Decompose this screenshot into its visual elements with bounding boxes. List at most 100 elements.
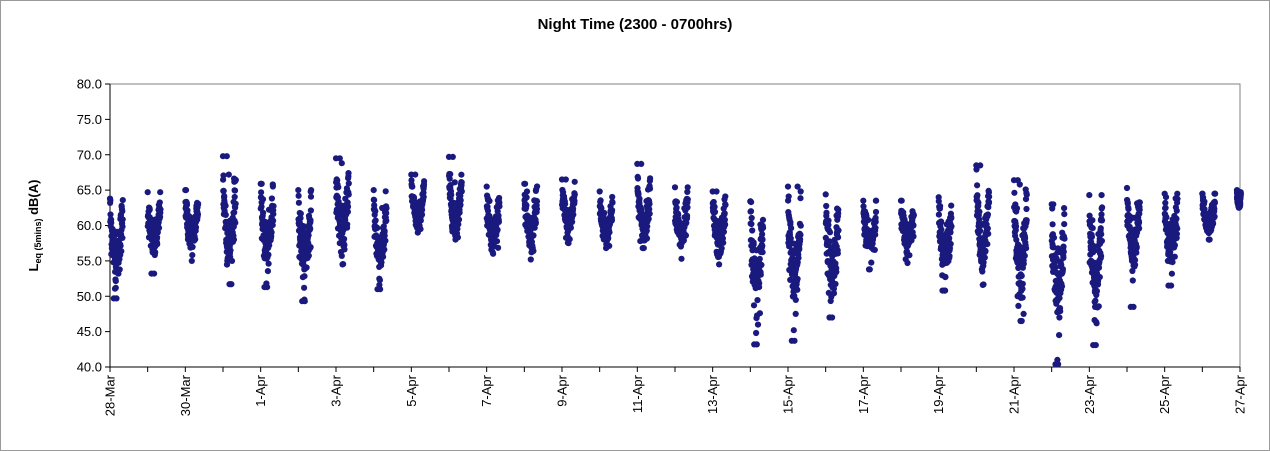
data-point <box>372 217 379 224</box>
data-point <box>1050 201 1057 208</box>
data-point <box>1173 230 1180 237</box>
data-point <box>835 227 842 234</box>
data-point <box>980 281 987 288</box>
data-point <box>718 245 725 252</box>
data-point <box>1097 225 1104 232</box>
data-point <box>682 232 690 239</box>
data-point <box>722 221 729 228</box>
data-point <box>380 223 387 230</box>
data-point <box>1136 199 1143 206</box>
data-point <box>523 188 531 195</box>
data-point <box>447 171 454 178</box>
data-point <box>947 229 954 236</box>
data-point <box>826 314 833 321</box>
data-point <box>830 290 838 297</box>
data-point <box>750 241 757 248</box>
data-point <box>1132 261 1139 268</box>
data-point <box>1086 192 1093 199</box>
data-point <box>117 242 124 249</box>
data-point <box>759 242 766 249</box>
data-point <box>1019 294 1026 301</box>
data-point <box>985 199 993 206</box>
data-point <box>340 261 347 268</box>
data-point <box>985 230 992 237</box>
x-tick-label: 17-Apr <box>856 374 871 414</box>
data-point <box>1056 314 1063 321</box>
data-point <box>1054 356 1061 363</box>
data-point <box>270 203 277 210</box>
data-point <box>265 251 272 258</box>
data-point <box>157 189 164 196</box>
data-point <box>154 241 161 248</box>
data-point <box>788 225 795 232</box>
data-point <box>1174 225 1181 232</box>
data-point <box>720 239 727 246</box>
data-point <box>112 278 119 285</box>
data-point <box>259 196 267 203</box>
data-point <box>295 199 302 206</box>
data-point <box>609 193 616 201</box>
data-point <box>785 193 792 200</box>
data-point <box>1020 310 1027 317</box>
data-point <box>341 246 348 253</box>
y-tick-label: 75.0 <box>77 112 102 127</box>
data-point <box>1125 206 1132 213</box>
data-point <box>457 197 464 204</box>
data-point <box>490 250 497 257</box>
data-point <box>301 284 308 291</box>
data-point <box>722 201 729 209</box>
data-point <box>1023 245 1030 252</box>
data-point <box>222 211 229 218</box>
data-point <box>1059 266 1066 273</box>
data-point <box>797 222 804 229</box>
data-point <box>976 208 983 215</box>
data-point <box>1099 204 1106 211</box>
data-point <box>671 184 679 191</box>
data-point <box>756 280 763 287</box>
data-point <box>1173 207 1180 214</box>
data-point <box>227 281 234 288</box>
data-point <box>421 178 428 185</box>
data-point <box>1050 234 1058 241</box>
data-point <box>832 280 839 288</box>
data-point <box>107 211 114 218</box>
data-point <box>748 214 755 222</box>
data-point <box>1056 295 1063 302</box>
data-point <box>684 188 691 195</box>
data-point <box>973 166 980 173</box>
data-point <box>232 176 239 183</box>
data-point <box>1093 320 1100 327</box>
data-point <box>376 277 383 284</box>
data-point <box>345 170 352 177</box>
data-point <box>872 208 880 216</box>
data-point <box>939 287 946 294</box>
data-point <box>195 200 202 207</box>
data-point <box>647 175 654 182</box>
data-point <box>646 206 653 213</box>
data-point <box>608 217 616 224</box>
data-point <box>1162 194 1170 201</box>
data-point <box>748 220 755 228</box>
data-point <box>1123 184 1131 192</box>
data-point <box>1086 212 1093 219</box>
data-point <box>1016 242 1023 249</box>
data-point <box>456 209 463 216</box>
data-point <box>1237 191 1244 198</box>
y-axis-label: Leq (5mins) dB(A) <box>26 180 43 272</box>
data-point <box>344 208 351 215</box>
data-point <box>1057 308 1064 315</box>
data-point <box>1061 205 1068 212</box>
x-tick-label: 19-Apr <box>931 374 946 414</box>
data-point <box>192 236 199 243</box>
data-point <box>232 200 239 207</box>
data-point <box>380 253 387 260</box>
data-point <box>258 180 265 187</box>
data-point <box>1012 223 1020 230</box>
data-point <box>1060 254 1067 261</box>
data-point <box>260 209 267 216</box>
data-point <box>107 197 114 204</box>
chart-title: Night Time (2300 - 0700hrs) <box>537 16 733 33</box>
data-point <box>370 187 377 194</box>
data-point <box>566 236 573 243</box>
data-point <box>1018 272 1025 279</box>
